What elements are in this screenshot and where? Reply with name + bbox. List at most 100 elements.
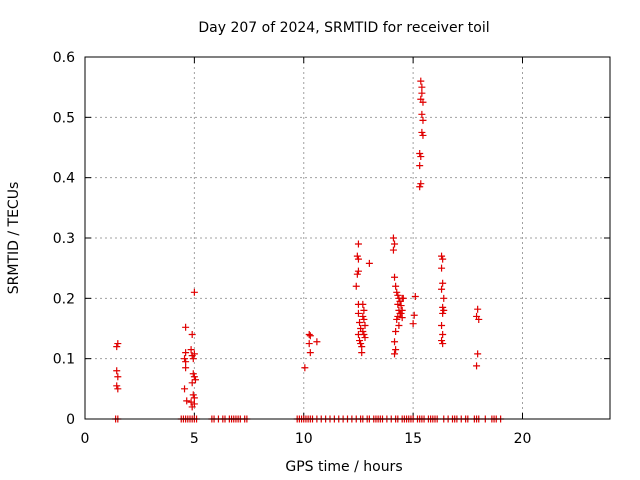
data-point [417,180,425,188]
data-point [438,252,446,260]
data-point [358,349,366,357]
data-point [418,110,426,118]
data-point [416,183,424,191]
data-point [439,255,447,263]
x-axis-label: GPS time / hours [285,459,402,475]
data-point [313,338,321,346]
data-point [360,331,368,339]
data-point [188,379,196,387]
data-point [354,309,362,317]
data-point [417,77,425,85]
y-tick-label: 0.3 [53,231,75,247]
data-point [359,328,367,336]
data-point [397,302,405,310]
data-point [439,331,447,339]
data-point [354,255,362,263]
data-point [359,300,367,308]
data-point [359,312,367,320]
data-point [114,340,122,348]
data-point [182,323,190,331]
data-point [391,240,399,248]
y-tick-label: 0.2 [53,291,75,307]
x-tick-label: 5 [190,431,199,447]
data-point [419,116,427,124]
data-point [392,346,400,354]
data-point [397,309,405,317]
data-point [440,306,448,314]
y-tick-label: 0.4 [53,171,75,187]
data-point [473,362,481,370]
data-point [393,288,401,296]
y-tick-label: 0.6 [53,50,75,66]
data-point [393,315,401,323]
data-point [361,321,369,329]
data-point [188,331,196,339]
data-point [190,288,198,296]
data-point [190,373,198,381]
y-axis-label: SRMTID / TECUs [6,182,22,295]
data-point [399,294,407,302]
data-point [389,246,397,254]
data-point [365,259,373,267]
data-point [394,300,402,308]
x-tick-label: 0 [81,431,90,447]
data-point [417,153,425,161]
data-point [305,340,313,348]
data-point [305,331,313,339]
data-point [419,98,427,106]
x-tick-label: 10 [295,431,313,447]
data-point [440,294,448,302]
data-point [416,150,424,158]
plot-frame [84,56,611,420]
data-point [191,376,199,384]
data-point [181,385,189,393]
data-point [392,282,400,290]
y-tick-label: 0.5 [53,110,75,126]
data-point [360,315,368,323]
data-point [306,349,314,357]
data-point [389,234,397,242]
y-tick-label: 0.1 [53,352,75,368]
data-point [418,128,426,136]
data-point [360,306,368,314]
data-point [187,346,195,354]
grid-lines [85,57,610,419]
data-point [410,311,418,319]
data-point [438,321,446,329]
data-point [189,370,197,378]
data-point [474,350,482,358]
data-point [411,293,419,301]
data-point [438,337,446,345]
data-point [113,382,121,390]
data-point [438,285,446,293]
data-point [391,273,399,281]
data-point [439,309,447,317]
data-point [353,270,361,278]
data-point [113,343,121,351]
data-point [113,367,121,375]
data-point [357,340,365,348]
data-point [392,328,400,336]
data-point [182,349,190,357]
data-point [358,343,366,351]
data-point [306,332,314,340]
data-point [183,397,191,405]
data-point [114,373,122,381]
data-point [475,315,483,323]
data-point [391,338,399,346]
data-point [409,320,417,328]
data-point [114,385,122,393]
chart-title: Day 207 of 2024, SRMTID for receiver toi… [198,20,489,36]
data-point [356,337,364,345]
data-point [398,314,406,322]
data-point [438,264,446,272]
data-point [182,358,190,366]
data-point [189,355,197,363]
data-point [354,267,362,275]
data-point [394,291,402,299]
data-point [439,340,447,348]
data-point [418,83,426,91]
data-point [391,350,399,358]
data-point [190,350,198,358]
data-point [419,131,427,139]
